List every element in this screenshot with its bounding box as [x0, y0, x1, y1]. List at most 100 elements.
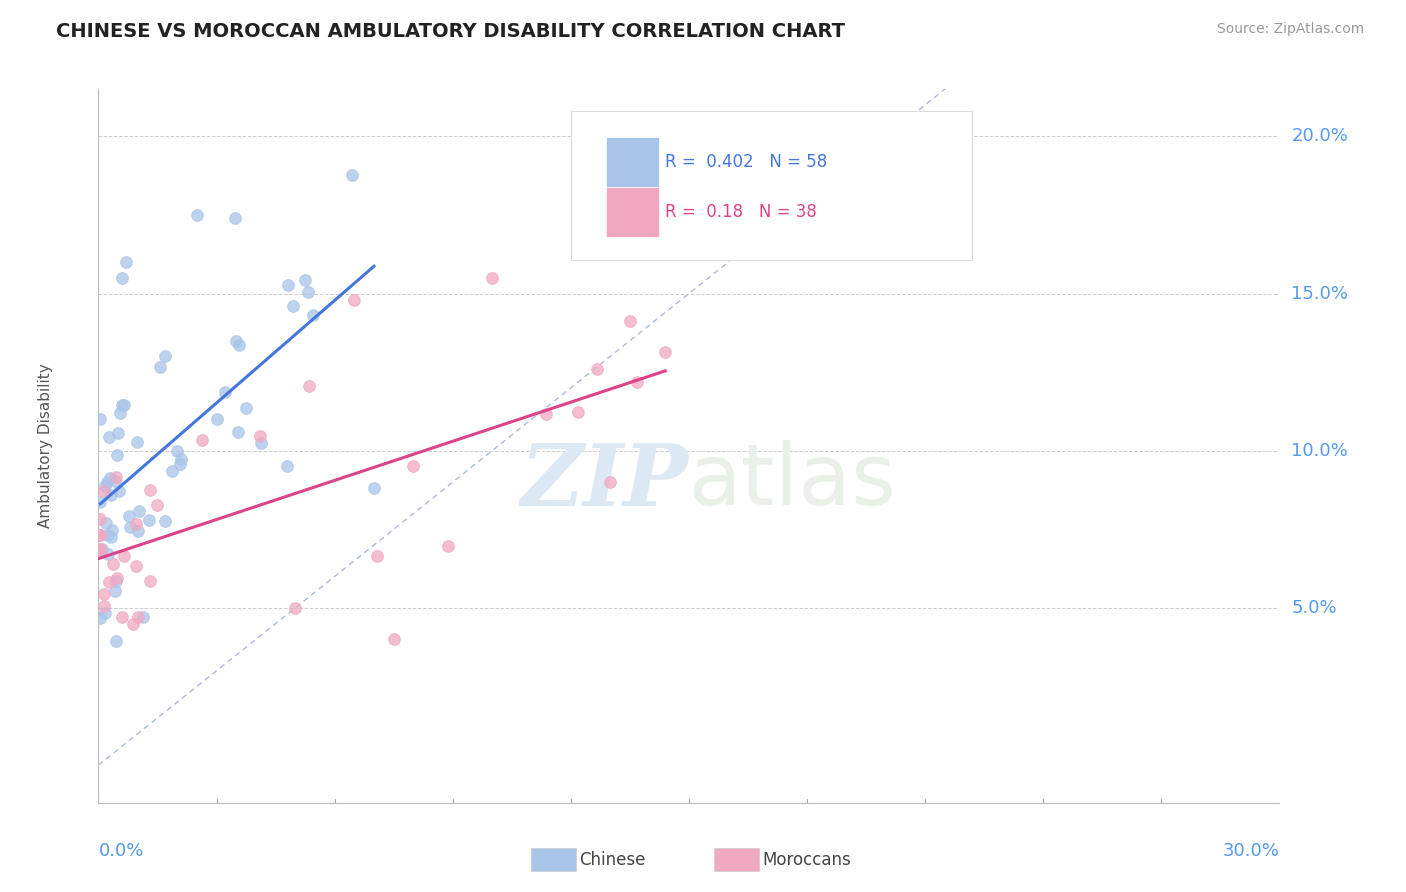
Point [89, 412, 111, 426]
Point [112, 549, 135, 563]
Point [96, 475, 118, 489]
Text: R =  0.402   N = 58: R = 0.402 N = 58 [665, 153, 828, 171]
Point [205, 412, 228, 426]
Point [228, 338, 250, 352]
Point [124, 558, 146, 573]
Point [94, 607, 117, 621]
Point [586, 362, 609, 376]
Point [366, 549, 388, 563]
Point [277, 278, 299, 293]
Point [402, 459, 425, 474]
Point [363, 482, 385, 496]
Point [132, 610, 155, 624]
Point [343, 293, 366, 307]
Point [89, 512, 111, 526]
Point [599, 475, 621, 490]
Point [654, 345, 676, 359]
Point [481, 270, 503, 285]
Point [89, 542, 111, 557]
Text: Chinese: Chinese [579, 851, 645, 869]
Text: 10.0%: 10.0% [1291, 442, 1348, 459]
Point [89, 528, 111, 542]
Point [224, 211, 246, 226]
Point [104, 633, 127, 648]
Point [619, 314, 641, 328]
Point [125, 435, 148, 450]
Point [166, 443, 188, 458]
Text: Source: ZipAtlas.com: Source: ZipAtlas.com [1216, 22, 1364, 37]
FancyBboxPatch shape [606, 187, 659, 237]
Point [118, 508, 141, 523]
Point [139, 574, 162, 588]
Point [107, 426, 129, 441]
Point [105, 574, 128, 589]
Point [139, 483, 162, 497]
Point [276, 459, 298, 474]
Point [128, 504, 150, 518]
Text: ZIP: ZIP [522, 440, 689, 524]
Point [302, 308, 325, 322]
Point [297, 285, 319, 299]
Point [186, 208, 208, 222]
Text: 0.0%: 0.0% [98, 842, 143, 860]
Point [100, 523, 122, 537]
Point [115, 255, 138, 269]
Point [104, 470, 127, 484]
Point [153, 514, 176, 528]
Point [249, 429, 271, 443]
Point [382, 632, 405, 647]
Point [170, 452, 193, 467]
Point [153, 349, 176, 363]
Point [235, 401, 257, 416]
Point [250, 436, 273, 450]
Point [112, 398, 135, 412]
Point [97, 574, 120, 589]
Point [534, 407, 557, 421]
Point [567, 405, 589, 419]
Point [96, 528, 118, 542]
Point [284, 600, 307, 615]
Point [121, 617, 143, 632]
Point [226, 425, 249, 439]
Point [149, 359, 172, 374]
Point [105, 571, 128, 585]
FancyBboxPatch shape [571, 111, 973, 260]
Point [93, 599, 115, 613]
Point [89, 541, 111, 556]
Point [125, 517, 148, 532]
Point [111, 610, 134, 624]
Point [108, 484, 131, 499]
Point [89, 528, 111, 542]
Point [94, 516, 117, 530]
Point [93, 479, 115, 493]
Point [340, 168, 363, 182]
Point [127, 609, 149, 624]
Point [294, 273, 316, 287]
Point [111, 398, 134, 412]
Point [97, 429, 120, 443]
Text: R =  0.18   N = 38: R = 0.18 N = 38 [665, 203, 817, 221]
Point [626, 376, 648, 390]
Point [105, 448, 128, 462]
Point [100, 530, 122, 544]
Point [97, 547, 120, 561]
Text: 5.0%: 5.0% [1291, 599, 1337, 617]
Point [104, 584, 127, 599]
Point [89, 494, 111, 508]
Point [191, 433, 214, 447]
Point [100, 488, 122, 502]
Text: atlas: atlas [689, 440, 897, 524]
Point [91, 541, 114, 556]
Text: Ambulatory Disability: Ambulatory Disability [38, 364, 53, 528]
Text: 30.0%: 30.0% [1223, 842, 1279, 860]
Point [93, 587, 115, 601]
Text: CHINESE VS MOROCCAN AMBULATORY DISABILITY CORRELATION CHART: CHINESE VS MOROCCAN AMBULATORY DISABILIT… [56, 22, 845, 41]
Point [101, 557, 124, 571]
Point [138, 512, 160, 526]
Text: Moroccans: Moroccans [762, 851, 851, 869]
Point [100, 470, 122, 484]
Point [160, 464, 183, 478]
Point [110, 406, 132, 420]
Point [89, 611, 111, 625]
Text: 15.0%: 15.0% [1291, 285, 1348, 302]
